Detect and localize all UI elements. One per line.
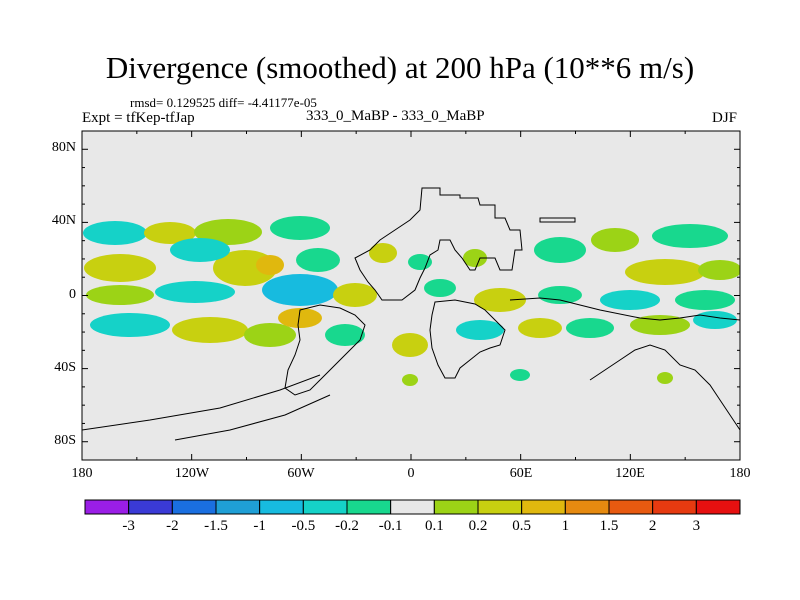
axis-ticks xyxy=(81,130,741,461)
field-blob xyxy=(652,224,728,248)
lat-label: 80N xyxy=(51,140,76,155)
field-blob xyxy=(625,259,705,285)
field-blob xyxy=(402,374,418,386)
colorbar-label: -1 xyxy=(253,518,266,534)
colorbar-swatch xyxy=(521,499,566,515)
field-blob xyxy=(86,285,154,305)
coast-path xyxy=(429,299,506,379)
field-blob xyxy=(84,254,156,282)
lat-label: 80S xyxy=(54,433,76,448)
field-blob xyxy=(698,260,740,280)
coast-path xyxy=(354,187,523,301)
colorbar-label: 1.5 xyxy=(599,518,619,534)
colorbar-swatch xyxy=(215,499,261,515)
coast-path xyxy=(82,374,321,431)
colorbar-swatch xyxy=(477,499,523,515)
field-blob xyxy=(296,248,340,272)
field-blob xyxy=(630,315,690,335)
field-blob xyxy=(408,254,432,270)
field-blob xyxy=(538,286,582,304)
lat-label: 40N xyxy=(51,213,76,228)
colorbar-label: 0.5 xyxy=(512,518,532,534)
lon-label: 60W xyxy=(287,466,315,481)
field-blob xyxy=(369,243,397,263)
field-blob xyxy=(325,324,365,346)
colorbar-swatch xyxy=(433,499,479,515)
coast-path xyxy=(539,217,576,223)
colorbar-label: 0.2 xyxy=(468,518,488,534)
plot-title: Divergence (smoothed) at 200 hPa (10**6 … xyxy=(105,50,695,85)
field-blob xyxy=(194,219,262,245)
field-blob xyxy=(518,318,562,338)
stats-label: rmsd= 0.129525 diff= -4.41177e-05 xyxy=(130,95,317,110)
coastline xyxy=(82,187,740,441)
field-blob xyxy=(333,283,377,307)
field-blob xyxy=(83,221,147,245)
coast-path xyxy=(284,304,366,396)
colorbar-label: -0.2 xyxy=(335,518,359,534)
field-blob xyxy=(424,279,456,297)
coast-path xyxy=(589,344,740,431)
field-blob xyxy=(90,313,170,337)
field-blob xyxy=(463,249,487,267)
field-blob xyxy=(170,238,230,262)
experiment-label: Expt = tfKep-tfJap xyxy=(82,110,195,126)
colorbar-label: 1 xyxy=(561,518,570,534)
field-blob xyxy=(675,290,735,310)
colorbar-swatch xyxy=(390,499,435,515)
colorbar-swatch xyxy=(259,499,304,515)
field-blob xyxy=(244,323,296,347)
colorbar-swatch xyxy=(564,499,610,515)
colorbar-swatch xyxy=(608,499,654,515)
lon-label: 180 xyxy=(729,466,751,481)
lon-label: 0 xyxy=(407,466,415,481)
lon-label: 120W xyxy=(174,466,210,481)
case-label: 333_0_MaBP - 333_0_MaBP xyxy=(306,108,485,124)
season-label: DJF xyxy=(712,110,738,126)
field-blob xyxy=(657,372,673,384)
field-blob xyxy=(262,274,338,306)
field-blob xyxy=(256,255,284,275)
colorbar-swatch xyxy=(652,499,697,515)
field-blob xyxy=(693,311,737,329)
lon-label: 60E xyxy=(509,466,533,481)
field-blob xyxy=(172,317,248,343)
field-blob xyxy=(270,216,330,240)
field-blob xyxy=(510,369,530,381)
field-blob xyxy=(456,320,504,340)
lon-label: 120E xyxy=(615,466,645,481)
colorbar-label: -0.5 xyxy=(291,518,316,534)
field-blob xyxy=(534,237,586,263)
colorbar-label: -1.5 xyxy=(204,518,228,534)
colorbar-label: -2 xyxy=(166,518,179,534)
field-blob xyxy=(144,222,196,244)
lon-label: 180 xyxy=(71,466,93,481)
field-blob xyxy=(600,290,660,310)
colorbar-label: 3 xyxy=(692,518,701,534)
colorbar-swatch xyxy=(128,499,173,515)
coast-path xyxy=(174,394,331,441)
field-blob xyxy=(392,333,428,357)
divergence-field xyxy=(83,216,740,386)
field-blob xyxy=(591,228,639,252)
colorbar-swatch xyxy=(302,499,348,515)
colorbar-label: 0.1 xyxy=(424,518,444,534)
colorbar-swatch xyxy=(171,499,217,515)
field-blob xyxy=(278,308,322,328)
coast-path xyxy=(509,297,740,321)
field-blob xyxy=(155,281,235,303)
colorbar-swatch xyxy=(695,499,741,515)
colorbar-label: -3 xyxy=(122,518,135,534)
colorbar-label: 2 xyxy=(648,518,657,534)
colorbar-swatch xyxy=(84,499,130,515)
colorbar-label: -0.1 xyxy=(378,518,403,534)
colorbar xyxy=(84,499,741,515)
colorbar-swatch xyxy=(346,499,392,515)
lat-label: 40S xyxy=(54,360,76,375)
field-blob xyxy=(566,318,614,338)
lat-label: 0 xyxy=(69,287,76,302)
field-blob xyxy=(474,288,526,312)
